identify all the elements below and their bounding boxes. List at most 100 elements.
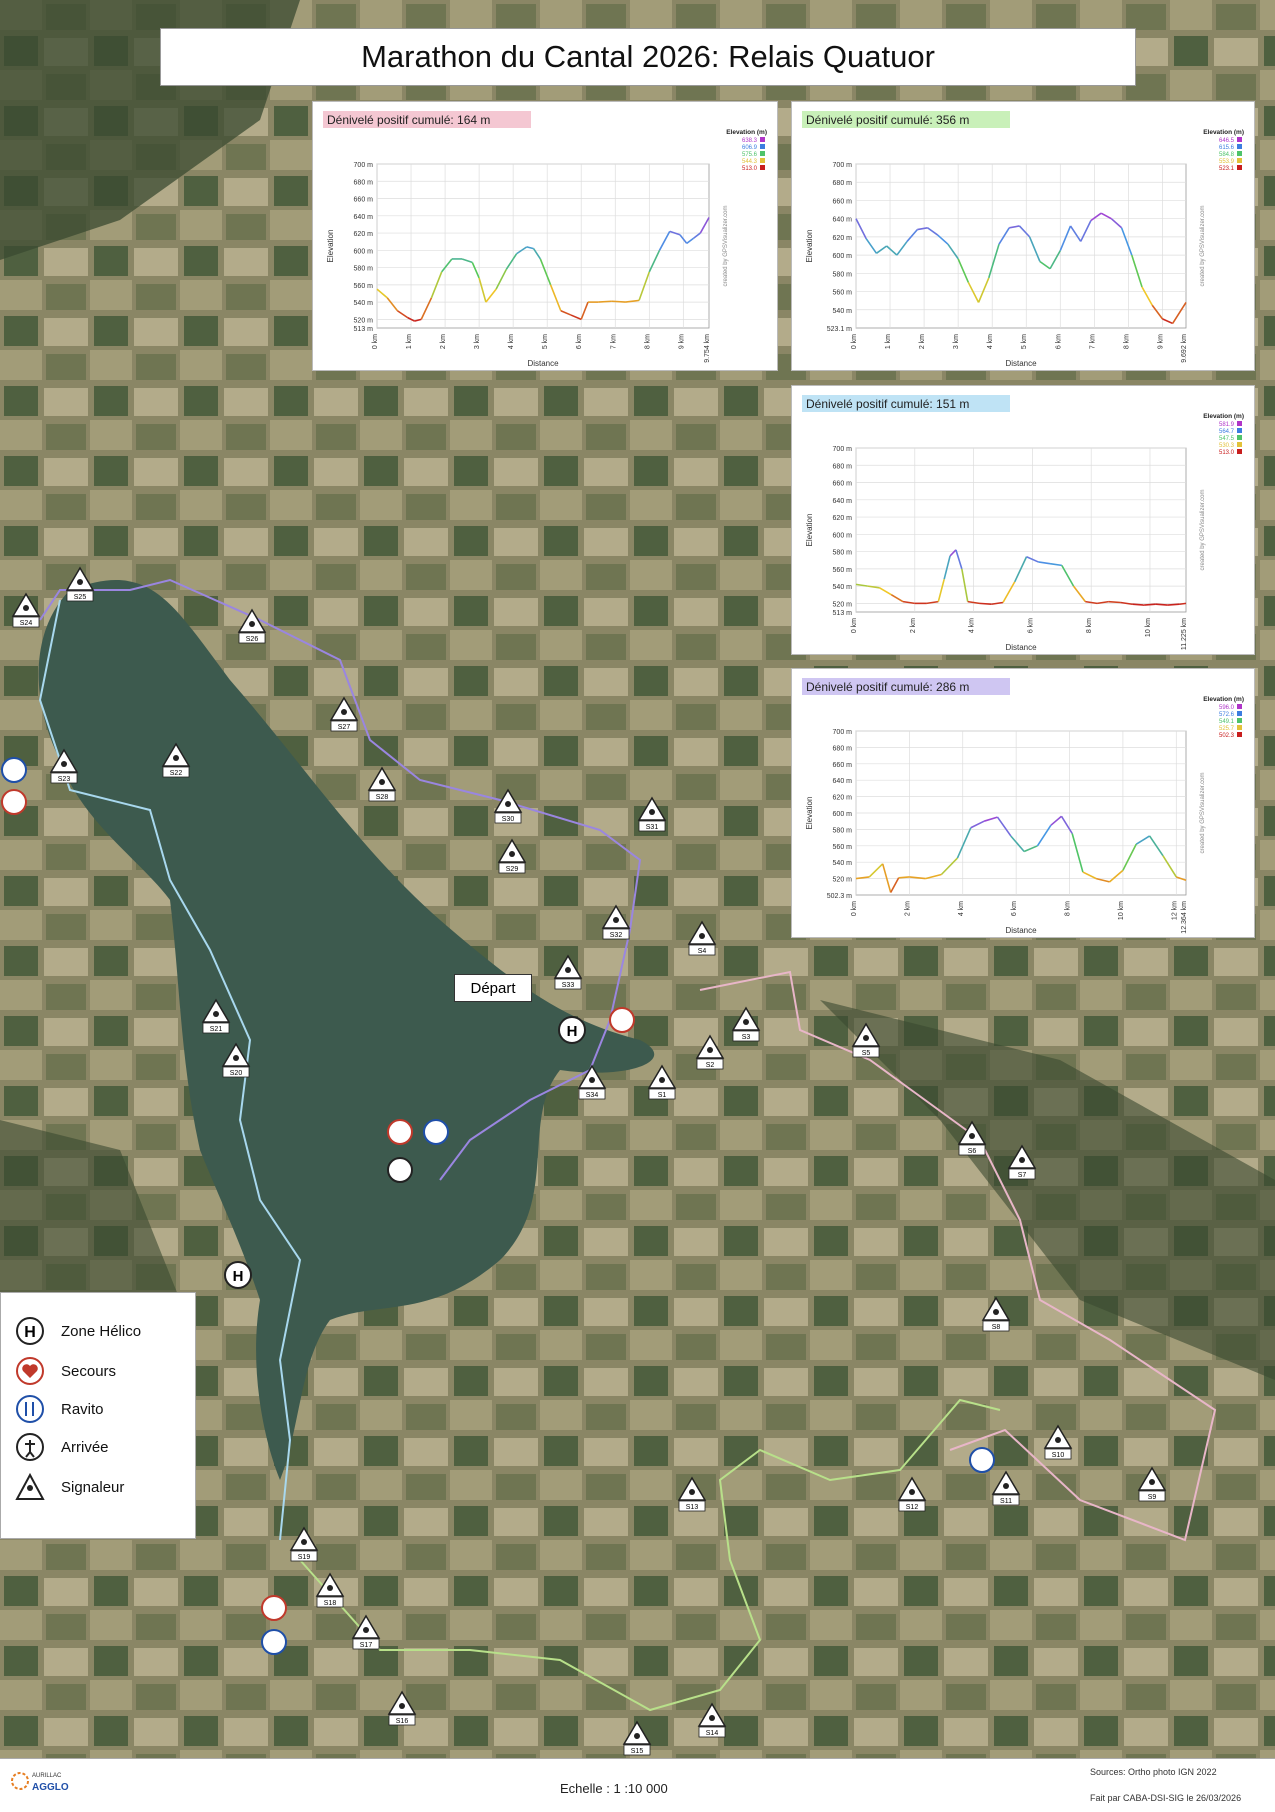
profile-segment [970, 820, 985, 829]
signaleur-label-box [688, 944, 716, 956]
signaleur-label: S27 [338, 724, 351, 731]
elevation-legend-value: 606.9 [742, 145, 758, 151]
marshal-figure [565, 967, 571, 973]
profile-segment [1085, 600, 1098, 605]
x-axis-title: Distance [1005, 926, 1037, 935]
profile-segment [414, 318, 422, 322]
signaleur-marker: S31 [637, 796, 667, 832]
profile-segment [1028, 236, 1041, 262]
signaleur-label: S10 [1052, 1452, 1065, 1459]
profile-segment [947, 243, 959, 260]
elevation-profile-svg: Dénivelé positif cumulé: 151 m 520 m 540 m… [802, 395, 1244, 652]
elevation-legend-value: 575.6 [742, 152, 758, 158]
marshal-figure [863, 1035, 869, 1041]
signaleur-label: S28 [376, 794, 389, 801]
y-tick-label: 700 m [354, 162, 374, 169]
elevation-legend-value: 584.8 [1219, 152, 1235, 158]
y-tick-label: 680 m [354, 179, 374, 186]
elevation-legend-swatch [760, 158, 765, 163]
scale-text: Echelle : 1 :10 000 [560, 1781, 668, 1796]
signaleur-label-box [290, 1550, 318, 1562]
signaleur-label-box [330, 720, 358, 732]
signaleur-label-box [50, 772, 78, 784]
elevation-legend-swatch [1237, 421, 1242, 426]
marshal-figure [341, 709, 347, 715]
profile-segment [996, 816, 1012, 837]
logo-mark [11, 1772, 29, 1790]
signaleur-marker: S12 [897, 1476, 927, 1512]
x-axis-title: Distance [1005, 359, 1037, 368]
x-tick-label: 2 km [440, 334, 447, 349]
x-tick-label: 2 km [910, 618, 917, 633]
x-end-label: 12.364 km [1181, 901, 1188, 934]
elevation-legend-swatch [760, 144, 765, 149]
profile-segment [957, 258, 970, 283]
signaleur-label-box [852, 1046, 880, 1058]
map-legend: H Zone Hélico Secours Ravito Arrivée Sig… [0, 1292, 196, 1539]
marshal-figure [61, 761, 67, 767]
signaleur-label-box [732, 1030, 760, 1042]
x-tick-label: 2 km [904, 901, 911, 916]
profile-segment [526, 246, 534, 250]
signaleur-label-box [1044, 1448, 1072, 1460]
y-tick-label: 640 m [833, 498, 853, 505]
elevation-chart-4: Dénivelé positif cumulé: 286 m 520 m 540 m… [791, 668, 1255, 938]
marshal-figure [613, 917, 619, 923]
signaleur-label-box [1008, 1168, 1036, 1180]
signaleur-marker: S8 [981, 1296, 1011, 1332]
legend-item-signaleur: Signaleur [15, 1471, 124, 1503]
profile-segment [902, 600, 915, 605]
y-tick-label: 560 m [833, 290, 853, 297]
y-tick-label: 680 m [833, 463, 853, 470]
marshal-figure [1003, 1483, 1009, 1489]
elevation-legend-value: 553.9 [1219, 159, 1235, 165]
y-tick-label: 620 m [354, 231, 374, 238]
elevation-legend-swatch [760, 165, 765, 170]
profile-segment [927, 227, 939, 236]
profile-segment [1120, 601, 1133, 606]
profile-segment [998, 227, 1010, 245]
elevation-legend-title: Elevation (m) [1203, 129, 1244, 136]
elevation-legend-swatch [1237, 732, 1242, 737]
elevation-legend-title: Elevation (m) [1203, 696, 1244, 703]
profile-segment [1002, 581, 1016, 603]
chart-credit: created by GPSVisualizer.com [1200, 773, 1206, 854]
signaleur-label-box [222, 1066, 250, 1078]
y-tick-label: 540 m [354, 300, 374, 307]
signaleur-label: S21 [210, 1026, 223, 1033]
signaleur-marker: S15 [622, 1720, 652, 1756]
profile-segment [611, 300, 626, 303]
signaleur-label: S23 [58, 776, 71, 783]
signaleur-label-box [12, 616, 40, 628]
profile-segment [516, 246, 528, 255]
made-by-text: Fait par CABA-DSI-SIG le 26/03/2026 [1090, 1793, 1242, 1803]
x-end-label: 9.754 km [704, 334, 711, 363]
profile-segment [943, 555, 951, 580]
signaleur-label: S17 [360, 1642, 373, 1649]
marshal-figure [969, 1133, 975, 1139]
elevation-legend-swatch [760, 151, 765, 156]
signaleur-marker: S16 [387, 1690, 417, 1726]
signaleur-label: S9 [1148, 1494, 1157, 1501]
signaleur-marker: S9 [1137, 1466, 1167, 1502]
y-tick-label: 580 m [833, 827, 853, 834]
x-tick-label: 7 km [610, 334, 617, 349]
signaleur-marker: S6 [957, 1120, 987, 1156]
logo-bottom: AGGLO [32, 1782, 69, 1793]
y-min-label: 523.1 m [827, 326, 852, 333]
profile-segment [1023, 845, 1038, 853]
chart-header-bg [802, 395, 1010, 412]
profile-segment [625, 299, 640, 303]
y-tick-label: 700 m [833, 162, 853, 169]
helicopter-zone-icon: H [16, 1317, 44, 1345]
x-axis-title: Distance [1005, 643, 1037, 652]
logo-top: AURILLAC [32, 1773, 62, 1779]
signaleur-label-box [316, 1596, 344, 1608]
profile-segment [979, 602, 992, 606]
y-tick-label: 560 m [833, 844, 853, 851]
profile-segment [977, 277, 990, 303]
signaleur-marker: S1 [647, 1064, 677, 1100]
y-tick-label: 680 m [833, 745, 853, 752]
profile-segment [983, 816, 998, 822]
profile-segment [889, 877, 900, 893]
